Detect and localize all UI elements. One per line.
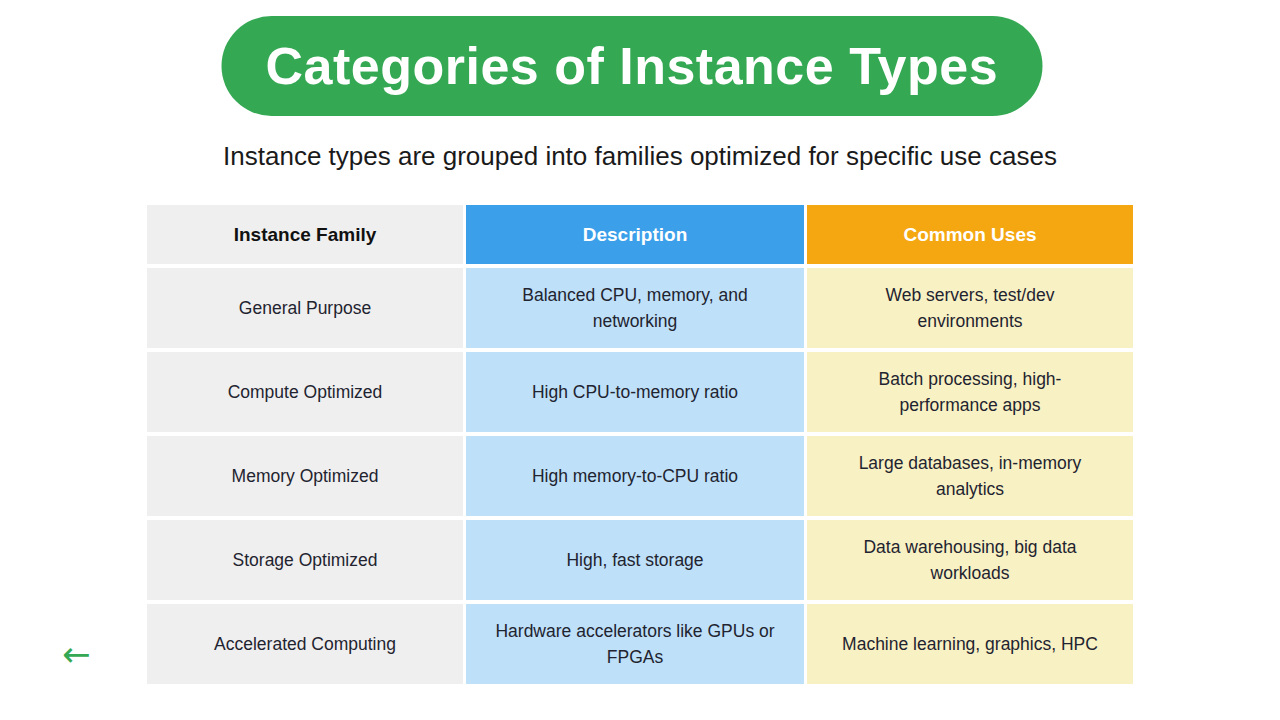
table-row-cell-uses: Machine learning, graphics, HPC	[807, 604, 1133, 684]
table-row-cell-description: High, fast storage	[466, 520, 804, 600]
column-header-common-uses: Common Uses	[807, 205, 1133, 264]
table-row-cell-description: Balanced CPU, memory, and networking	[466, 268, 804, 348]
page-title: Categories of Instance Types	[265, 36, 998, 96]
table-row-cell-uses: Web servers, test/dev environments	[807, 268, 1133, 348]
table-row-cell-uses: Data warehousing, big data workloads	[807, 520, 1133, 600]
back-arrow-icon[interactable]: ←	[62, 634, 91, 674]
table-row-cell-family: Compute Optimized	[147, 352, 463, 432]
page-subtitle: Instance types are grouped into families…	[0, 141, 1280, 172]
slide: Categories of Instance Types Instance ty…	[0, 0, 1280, 720]
column-header-description: Description	[466, 205, 804, 264]
table-row-cell-description: High memory-to-CPU ratio	[466, 436, 804, 516]
table-row-cell-family: Accelerated Computing	[147, 604, 463, 684]
table-row-cell-description: High CPU-to-memory ratio	[466, 352, 804, 432]
table-row-cell-family: Storage Optimized	[147, 520, 463, 600]
table-row-cell-uses: Large databases, in-memory analytics	[807, 436, 1133, 516]
table-row-cell-family: Memory Optimized	[147, 436, 463, 516]
column-header-instance-family: Instance Family	[147, 205, 463, 264]
table-row-cell-uses: Batch processing, high-performance apps	[807, 352, 1133, 432]
instance-types-table: Instance Family Description Common Uses …	[147, 205, 1133, 684]
table-row-cell-family: General Purpose	[147, 268, 463, 348]
title-pill: Categories of Instance Types	[221, 16, 1042, 116]
table-row-cell-description: Hardware accelerators like GPUs or FPGAs	[466, 604, 804, 684]
